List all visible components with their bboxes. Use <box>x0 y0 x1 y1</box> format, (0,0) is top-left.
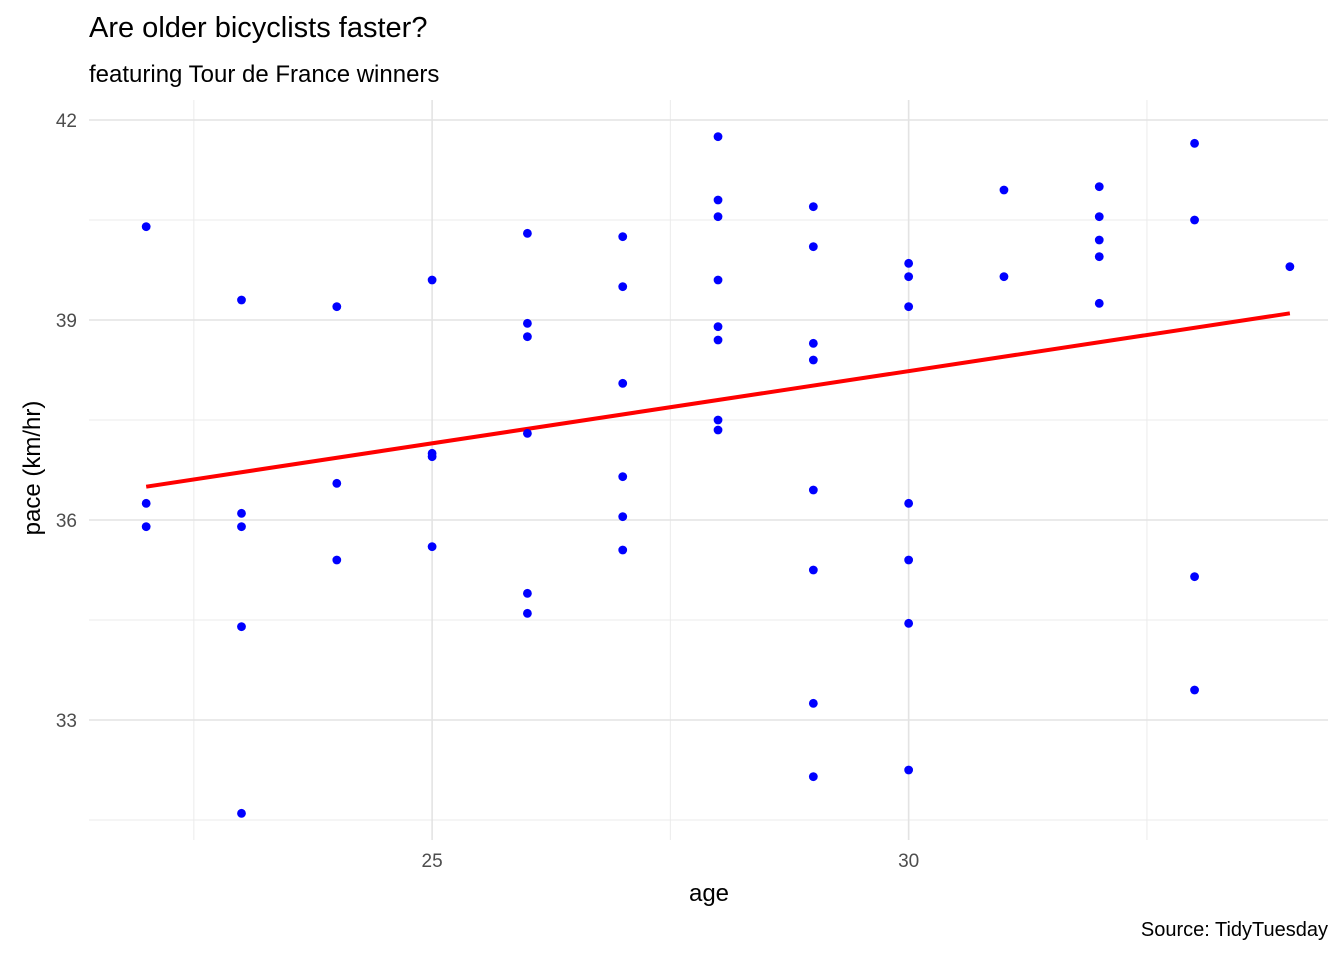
data-point <box>904 498 914 508</box>
trend-line <box>145 311 1291 489</box>
data-point <box>141 522 151 532</box>
chart-title: Are older bicyclists faster? <box>89 12 428 44</box>
data-point <box>1190 215 1199 225</box>
data-point <box>808 202 818 212</box>
data-point <box>618 472 628 482</box>
data-point <box>1094 252 1104 262</box>
data-point <box>1285 262 1295 272</box>
data-points <box>141 132 1295 818</box>
data-point <box>1094 182 1104 192</box>
data-point <box>713 132 723 142</box>
data-point <box>904 272 914 282</box>
data-point <box>713 425 723 435</box>
data-point <box>713 275 723 285</box>
data-point <box>332 555 342 565</box>
data-point <box>523 588 532 598</box>
data-point <box>713 212 723 222</box>
data-point <box>1190 572 1199 582</box>
data-point <box>618 282 628 292</box>
data-point <box>999 185 1009 195</box>
trend-line-group <box>145 311 1291 489</box>
data-point <box>523 428 532 438</box>
data-point <box>141 222 151 232</box>
chart-caption: Source: TidyTuesday <box>1140 919 1328 941</box>
data-point <box>904 302 914 312</box>
tick-labels: 25 30 33 36 39 42 <box>56 111 919 872</box>
chart-subtitle: featuring Tour de France winners <box>89 61 440 88</box>
data-point <box>808 355 818 365</box>
y-tick-label: 39 <box>56 311 77 332</box>
data-point <box>618 512 628 522</box>
data-point <box>1094 212 1104 222</box>
y-tick-label: 42 <box>56 111 77 132</box>
data-point <box>427 275 437 285</box>
data-point <box>808 242 818 252</box>
data-point <box>618 378 628 388</box>
y-tick-label: 33 <box>56 711 77 732</box>
data-point <box>237 622 246 632</box>
data-point <box>237 808 246 818</box>
data-point <box>237 295 246 305</box>
data-point <box>427 452 437 462</box>
data-point <box>618 545 628 555</box>
data-point <box>332 478 342 488</box>
data-point <box>1094 235 1104 245</box>
data-point <box>808 565 818 575</box>
data-point <box>523 228 532 238</box>
y-axis-title: pace (km/hr) <box>19 401 46 536</box>
data-point <box>713 322 723 332</box>
data-point <box>713 335 723 345</box>
data-point <box>1094 298 1104 308</box>
y-tick-label: 36 <box>56 511 77 532</box>
data-point <box>808 772 818 782</box>
data-point <box>523 332 532 342</box>
x-axis-title: age <box>689 880 729 907</box>
data-point <box>904 765 914 775</box>
data-point <box>618 232 628 242</box>
x-tick-label: 30 <box>898 851 919 872</box>
data-point <box>237 508 246 518</box>
data-point <box>808 338 818 348</box>
major-gridlines <box>89 100 1328 840</box>
data-point <box>808 698 818 708</box>
data-point <box>427 542 437 552</box>
data-point <box>237 522 246 532</box>
data-point <box>904 618 914 628</box>
data-point <box>1190 138 1199 148</box>
minor-gridlines <box>89 100 1328 840</box>
data-point <box>808 485 818 495</box>
data-point <box>999 272 1009 282</box>
data-point <box>1190 685 1199 695</box>
data-point <box>523 608 532 618</box>
data-point <box>904 555 914 565</box>
data-point <box>713 195 723 205</box>
data-point <box>904 258 914 268</box>
data-point <box>332 302 342 312</box>
data-point <box>523 318 532 328</box>
data-point <box>141 498 151 508</box>
data-point <box>713 415 723 425</box>
x-tick-label: 25 <box>422 851 443 872</box>
